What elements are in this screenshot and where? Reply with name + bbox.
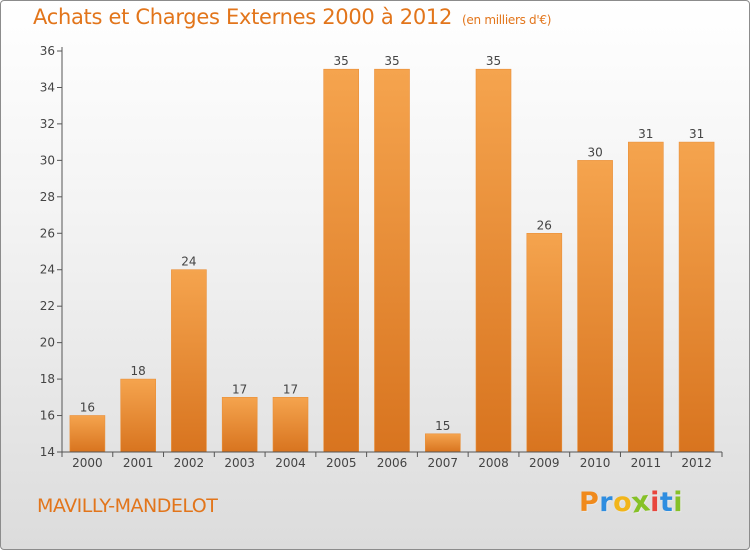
data-labels: 16 18 24 17 17 35 35 15 35 26 30 31 31 — [80, 54, 704, 433]
chart-title: Achats et Charges Externes 2000 à 2012 (e… — [33, 5, 551, 29]
y-tick-label-28: 28 — [40, 190, 55, 204]
y-tick-label-20: 20 — [40, 336, 55, 350]
chart-title-text: Achats et Charges Externes 2000 à 2012 — [33, 5, 453, 29]
y-tick-label-26: 26 — [40, 226, 55, 240]
y-tick-label-24: 24 — [40, 263, 55, 277]
data-label-2006: 35 — [384, 54, 399, 68]
y-tick-label-14: 14 — [40, 445, 55, 459]
data-label-2002: 24 — [181, 255, 196, 269]
x-tick-label-2004: 2004 — [275, 456, 306, 470]
x-tick-label-2000: 2000 — [72, 456, 103, 470]
bar-2001 — [120, 378, 156, 453]
x-tick-label-2012: 2012 — [681, 456, 712, 470]
x-tick-label-2010: 2010 — [580, 456, 611, 470]
x-tick-label-2001: 2001 — [123, 456, 154, 470]
bar-2008 — [475, 68, 512, 453]
y-tick-label-30: 30 — [40, 153, 55, 167]
x-tick-label-2005: 2005 — [326, 456, 357, 470]
bar-2011 — [627, 141, 664, 453]
bar-2004 — [272, 396, 309, 453]
proxiti-logo: Proxiti — [579, 485, 684, 520]
axes: 14 16 18 20 22 24 26 28 30 32 34 36 2000 2001 2002 2003… — [40, 44, 723, 470]
data-label-2012: 31 — [689, 127, 704, 141]
logo-letter: i — [650, 487, 660, 518]
logo-letter: P — [579, 487, 600, 518]
bar-2010 — [577, 160, 613, 453]
bar-2002 — [171, 269, 207, 453]
x-tick-label-2009: 2009 — [529, 456, 560, 470]
bar-2009 — [526, 233, 563, 453]
data-label-2004: 17 — [283, 382, 298, 396]
data-label-2010: 30 — [587, 145, 602, 159]
bar-series — [69, 68, 715, 453]
y-tick-label-22: 22 — [40, 299, 55, 313]
x-tick-label-2002: 2002 — [174, 456, 205, 470]
y-tick-label-34: 34 — [40, 80, 55, 94]
data-label-2007: 15 — [435, 419, 450, 433]
logo-letter: i — [673, 487, 684, 518]
x-tick-label-2003: 2003 — [224, 456, 255, 470]
data-label-2011: 31 — [638, 127, 653, 141]
logo-letter: o — [613, 487, 633, 518]
bar-2005 — [323, 68, 360, 453]
bar-2007 — [424, 433, 461, 453]
x-tick-label-2011: 2011 — [631, 456, 662, 470]
place-name: MAVILLY-MANDELOT — [37, 495, 218, 517]
data-label-2000: 16 — [80, 401, 95, 415]
data-label-2009: 26 — [537, 218, 552, 232]
logo-letter: r — [599, 487, 614, 518]
y-tick-label-18: 18 — [40, 372, 55, 386]
y-tick-label-32: 32 — [40, 117, 55, 131]
bar-2000 — [69, 415, 106, 453]
logo-letter: t — [659, 487, 674, 518]
data-label-2001: 18 — [131, 364, 146, 378]
y-tick-label-16: 16 — [40, 409, 55, 423]
data-label-2008: 35 — [486, 54, 501, 68]
data-label-2005: 35 — [334, 54, 349, 68]
chart-unit: (en milliers d'€) — [462, 13, 552, 27]
bar-2012 — [678, 141, 715, 453]
bar-2006 — [374, 68, 410, 453]
bar-2003 — [221, 396, 258, 453]
y-tick-label-36: 36 — [40, 44, 55, 58]
x-tick-label-2006: 2006 — [377, 456, 408, 470]
data-label-2003: 17 — [232, 382, 247, 396]
x-tick-label-2007: 2007 — [427, 456, 458, 470]
x-tick-label-2008: 2008 — [478, 456, 509, 470]
